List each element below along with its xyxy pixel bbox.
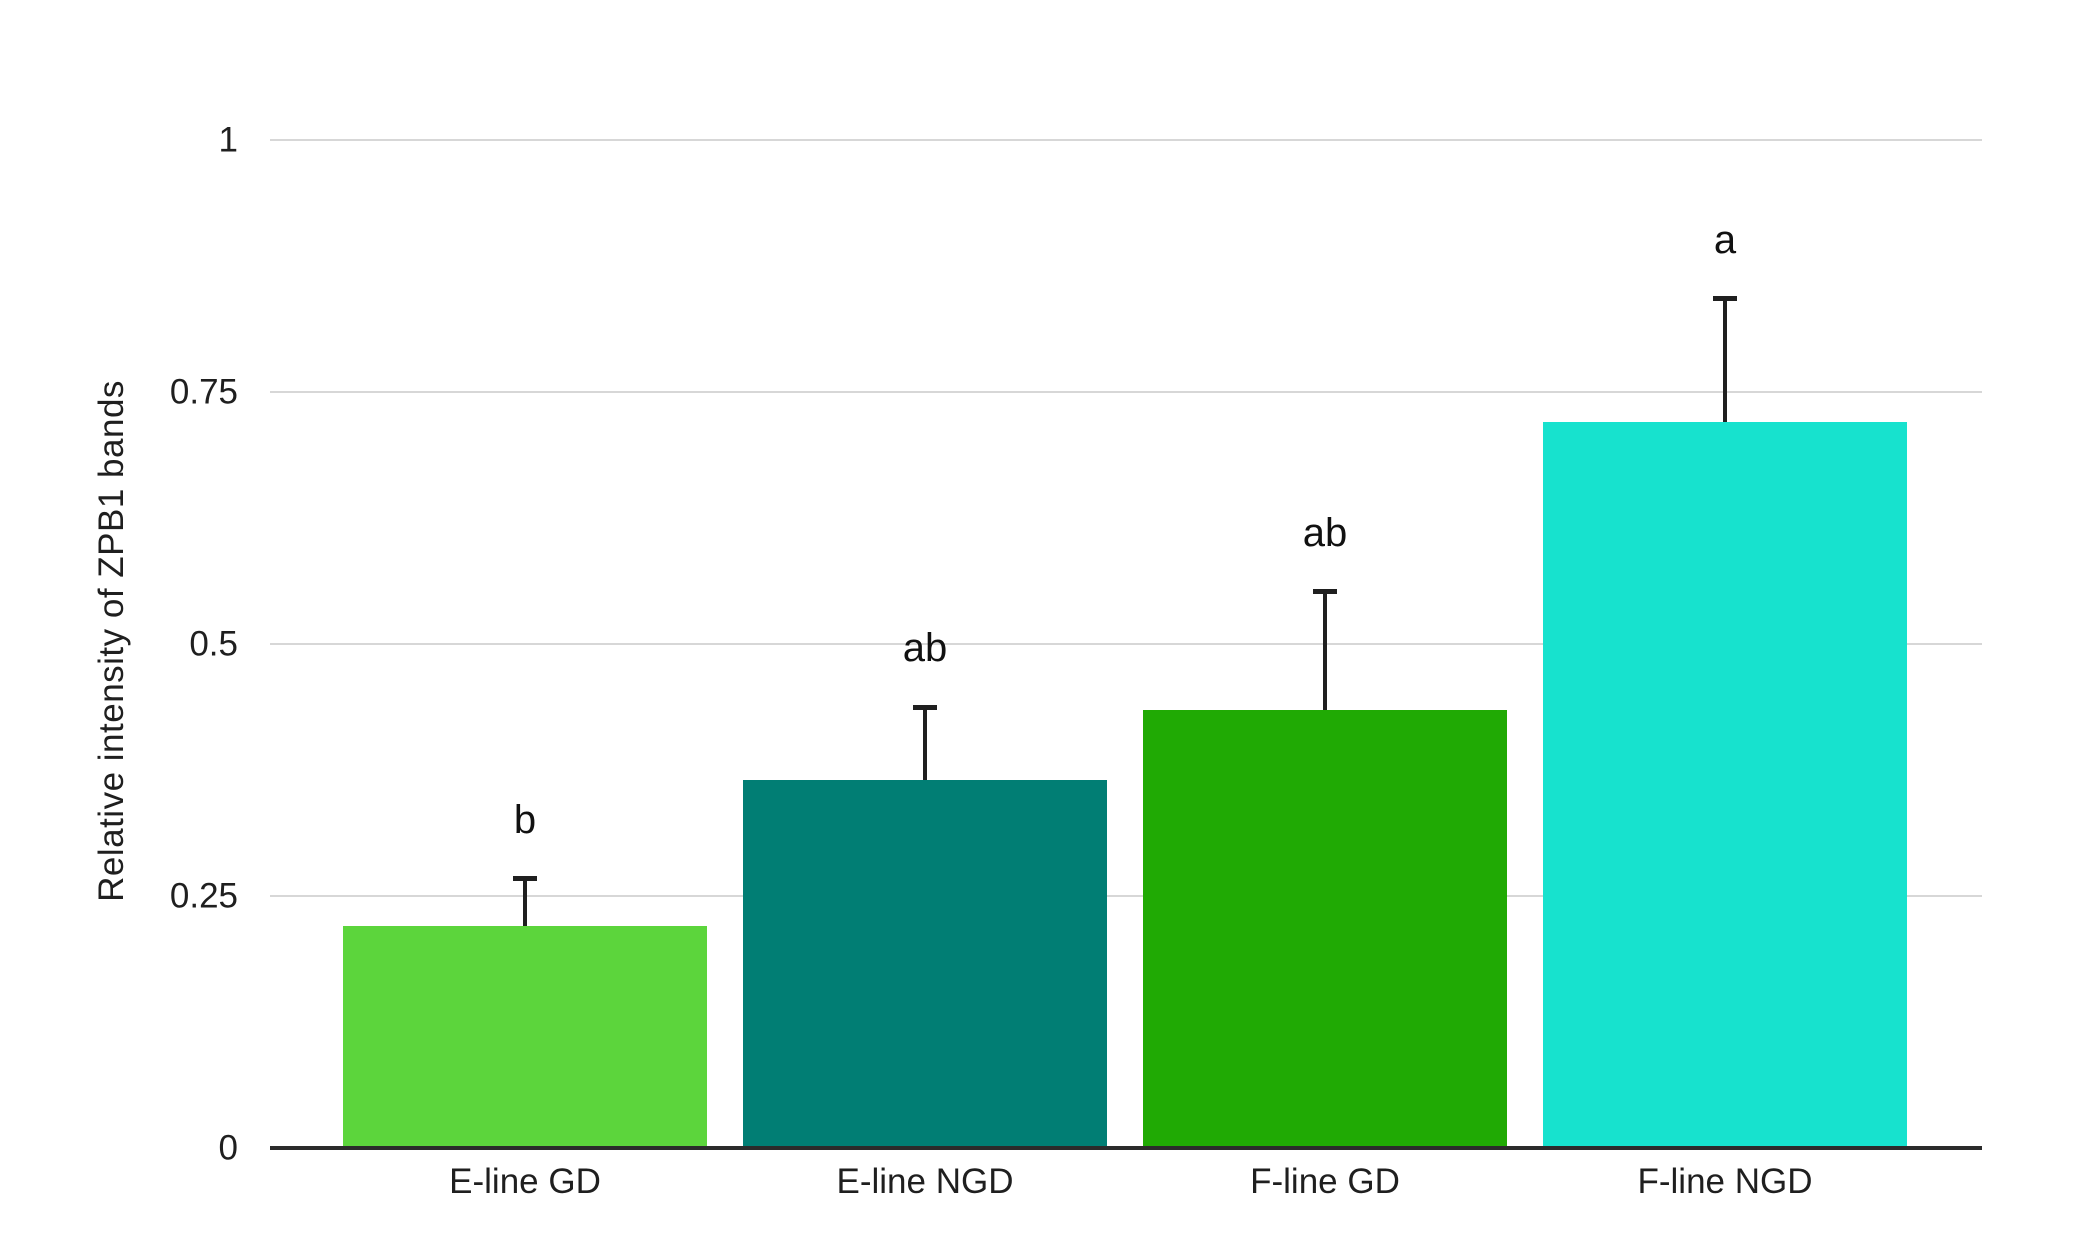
error-bar-cap	[513, 875, 537, 881]
gridline	[270, 895, 1982, 897]
gridline	[270, 391, 1982, 393]
plot-area: 0 0.25 0.5 0.75 1 b E-line GD ab E-line NGD ab F-l…	[170, 123, 1982, 1201]
significance-letter-e-line-ngd: ab	[902, 626, 948, 671]
gridline	[270, 643, 1982, 645]
error-bar-e-line-ngd	[913, 704, 937, 781]
error-bar-cap	[1713, 296, 1737, 302]
gridline	[270, 139, 1982, 141]
error-bar-f-line-ngd	[1713, 296, 1737, 423]
bar-f-line-gd	[1143, 709, 1507, 1148]
error-bar-f-line-gd	[1313, 588, 1337, 710]
significance-letter-f-line-ngd: a	[1713, 218, 1737, 263]
x-axis-line	[270, 1146, 1982, 1150]
x-axis-label-e-line-ngd: E-line NGD	[836, 1162, 1014, 1201]
bar-e-line-ngd	[743, 780, 1107, 1148]
y-tick-label: 0	[218, 1128, 238, 1168]
error-bar-cap	[913, 704, 937, 710]
error-bar-cap	[1313, 588, 1337, 594]
error-bar-stem	[1323, 588, 1327, 710]
error-bar-e-line-gd	[513, 875, 537, 927]
x-axis-label-e-line-gd: E-line GD	[449, 1162, 601, 1201]
error-bar-stem	[923, 704, 927, 781]
x-axis-label-f-line-ngd: F-line NGD	[1637, 1162, 1813, 1201]
y-axis-title: Relative intensity of ZPB1 bands	[92, 380, 131, 902]
y-tick-label: 0.5	[189, 624, 238, 664]
error-bar-stem	[1723, 296, 1727, 423]
bar-f-line-ngd	[1543, 422, 1907, 1148]
x-axis-label-f-line-gd: F-line GD	[1250, 1162, 1400, 1201]
y-tick-label: 0.75	[169, 372, 238, 412]
significance-letter-e-line-gd: b	[513, 797, 537, 842]
y-tick-label: 1	[218, 120, 238, 160]
y-tick-label: 0.25	[169, 876, 238, 916]
error-bar-stem	[523, 875, 527, 927]
significance-letter-f-line-gd: ab	[1302, 510, 1348, 555]
bar-e-line-gd	[343, 926, 707, 1148]
